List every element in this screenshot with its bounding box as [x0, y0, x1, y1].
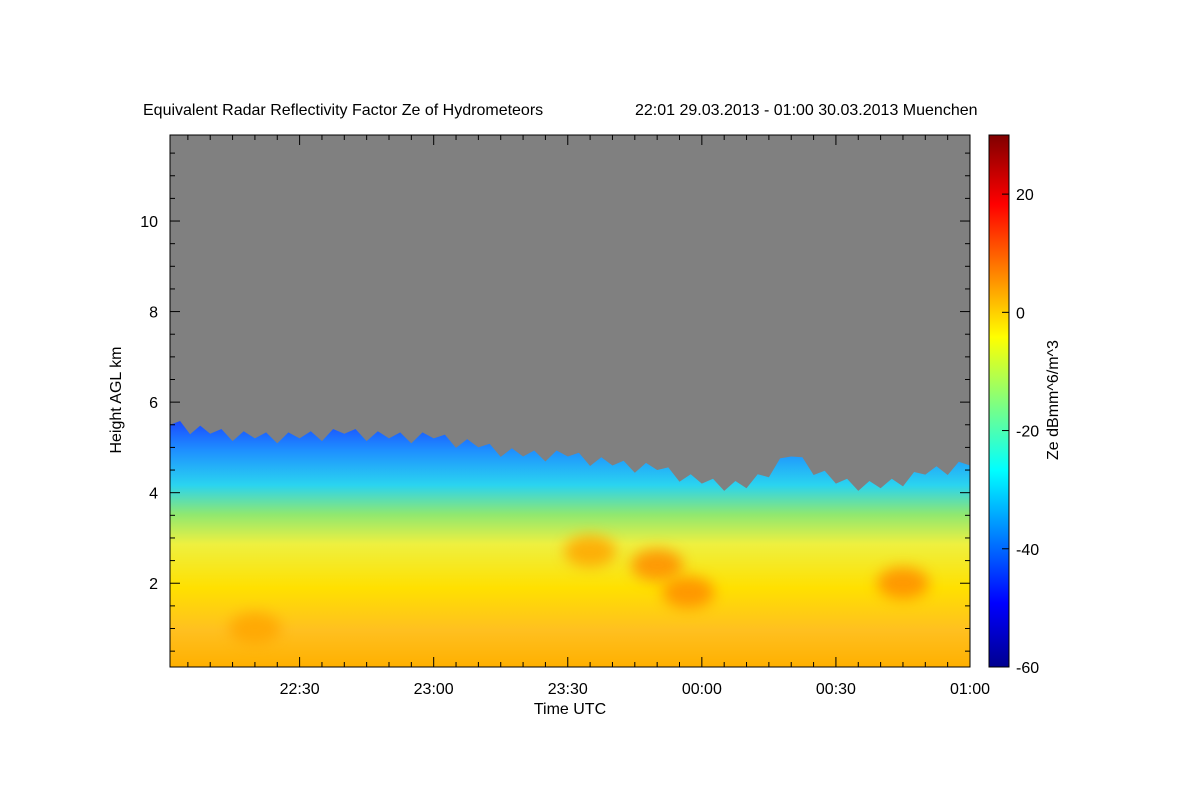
colorbar-tick-label: -40 [1016, 542, 1039, 559]
x-tick-label: 01:00 [950, 681, 990, 698]
plot-area [169, 134, 971, 668]
x-tick-label: 22:30 [280, 681, 320, 698]
colorbar-tick-label: -60 [1016, 660, 1039, 677]
chart-title: Equivalent Radar Reflectivity Factor Ze … [143, 102, 543, 119]
y-tick-label: 8 [149, 305, 158, 322]
y-axis-title: Height AGL km [108, 346, 125, 453]
colorbar-tick-label: 20 [1016, 187, 1034, 204]
x-tick-label: 00:00 [682, 681, 722, 698]
y-tick-label: 4 [149, 486, 158, 503]
strong-echo-zone [662, 576, 715, 609]
y-tick-label: 6 [149, 395, 158, 412]
colorbar: -60 -40 -20 0 20 Ze dBmm^6/m^3 [988, 134, 1062, 677]
x-tick-label: 23:30 [548, 681, 588, 698]
chart-subtitle: 22:01 29.03.2013 - 01:00 30.03.2013 Muen… [635, 102, 978, 119]
x-axis: 22:30 23:00 23:30 00:00 00:30 01:00 [187, 135, 990, 698]
x-tick-label: 00:30 [816, 681, 856, 698]
x-axis-title: Time UTC [534, 701, 606, 718]
plot-frame [169, 134, 971, 668]
strong-echo-zone [228, 612, 281, 645]
strong-echo-zone [564, 535, 617, 568]
y-tick-label: 2 [149, 576, 158, 593]
strong-echo-zone [877, 567, 929, 600]
y-axis: 2 4 6 8 10 [140, 152, 970, 652]
y-tick-label: 10 [140, 214, 158, 231]
colorbar-title: Ze dBmm^6/m^3 [1045, 340, 1062, 460]
colorbar-tick-label: 0 [1016, 305, 1025, 322]
colorbar-gradient [988, 134, 1010, 668]
x-tick-label: 23:00 [414, 681, 454, 698]
colorbar-tick-label: -20 [1016, 424, 1039, 441]
strong-echo-zone [631, 549, 684, 582]
